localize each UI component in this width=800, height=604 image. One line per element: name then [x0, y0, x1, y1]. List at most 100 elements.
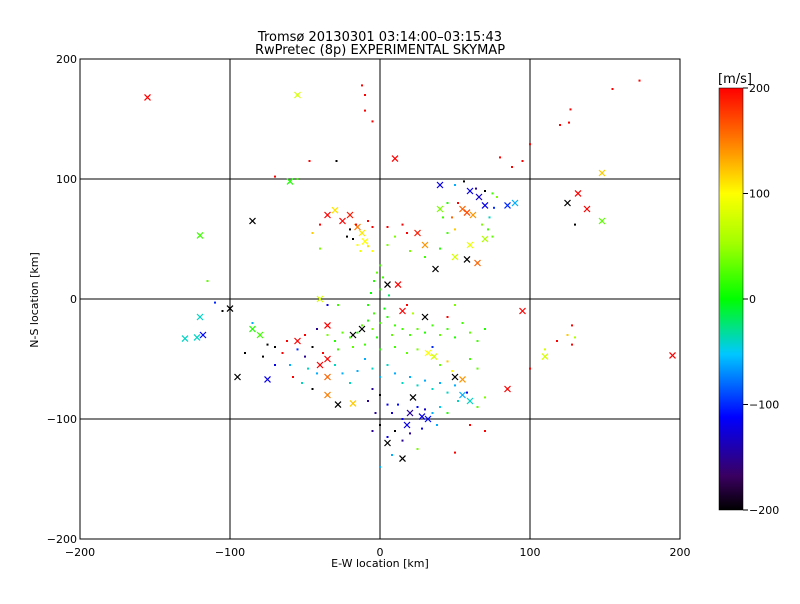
data-point-x-marker	[598, 217, 606, 225]
data-point-dot	[367, 400, 369, 402]
data-point-dot	[371, 120, 374, 123]
data-point-x-marker	[394, 281, 402, 289]
data-point-dot	[376, 336, 378, 339]
data-point-x-marker	[324, 373, 331, 381]
data-point-x-marker	[424, 349, 432, 357]
data-point-x-marker	[481, 201, 489, 209]
data-point-x-marker	[399, 455, 406, 463]
x-tick-label: 0	[377, 546, 384, 559]
data-point-dot	[454, 184, 456, 186]
data-point-dot	[442, 216, 444, 219]
data-point-x-marker	[406, 409, 414, 417]
data-point-dot	[568, 121, 570, 124]
data-point-dot	[401, 223, 404, 226]
data-point-dot	[274, 364, 276, 366]
data-point-dot	[391, 454, 393, 456]
data-point-dot	[304, 334, 306, 336]
data-point-dot	[376, 271, 378, 274]
data-point-dot	[394, 324, 396, 327]
data-point-dot	[349, 336, 351, 339]
colorbar-unit-label: [m/s]	[718, 72, 752, 87]
data-point-dot	[266, 343, 269, 346]
data-point-dot	[436, 424, 438, 426]
data-point-x-marker	[294, 337, 301, 345]
data-point-dot	[406, 352, 408, 354]
data-point-dot	[371, 250, 374, 252]
data-point-dot	[289, 364, 291, 366]
colorbar-tick-label: 200	[749, 82, 770, 95]
data-point-dot	[439, 247, 441, 250]
data-point-dot	[488, 216, 491, 219]
data-point-dot	[367, 319, 369, 322]
data-point-dot	[379, 376, 381, 378]
data-point-dot	[373, 280, 375, 282]
data-point-dot	[406, 232, 408, 234]
data-point-dot	[286, 340, 288, 342]
data-point-dot	[244, 352, 246, 354]
data-point-dot	[379, 466, 381, 468]
data-point-dot	[274, 175, 276, 178]
data-point-x-marker	[334, 401, 342, 409]
data-point-dot	[251, 322, 254, 324]
data-point-x-marker	[316, 361, 324, 369]
x-axis-ticks: −200 −100 0 100 200	[65, 59, 691, 559]
data-point-dot	[334, 364, 336, 366]
data-point-x-marker	[264, 375, 271, 383]
data-points	[144, 79, 676, 468]
data-point-x-marker	[249, 325, 256, 333]
data-point-dot	[361, 324, 363, 327]
data-point-dot	[296, 348, 299, 351]
data-point-dot	[341, 331, 344, 334]
data-point-dot	[574, 223, 576, 226]
data-point-dot	[416, 328, 419, 330]
data-point-x-marker	[249, 217, 256, 225]
data-point-x-marker	[475, 193, 483, 201]
data-point-dot	[292, 376, 294, 378]
data-point-dot	[401, 418, 404, 420]
data-point-x-marker	[436, 181, 444, 189]
data-point-dot	[454, 384, 456, 387]
data-point-dot	[394, 235, 396, 238]
data-point-x-marker	[384, 281, 391, 289]
x-tick-label: −100	[215, 546, 245, 559]
data-point-x-marker	[504, 201, 511, 209]
data-point-x-marker	[574, 189, 582, 197]
y-tick-label: 200	[56, 53, 77, 66]
data-point-dot	[386, 226, 389, 228]
data-point-x-marker	[598, 169, 606, 177]
data-point-x-marker	[226, 305, 234, 313]
data-point-dot	[409, 334, 411, 336]
x-axis-label: E-W location [km]	[331, 557, 429, 570]
data-point-dot	[386, 403, 389, 406]
data-point-dot	[311, 346, 314, 348]
data-point-dot	[206, 280, 209, 282]
data-point-dot	[529, 367, 531, 370]
data-point-dot	[373, 312, 375, 315]
data-point-x-marker	[346, 211, 354, 219]
data-point-dot	[391, 412, 393, 414]
data-point-dot	[611, 88, 614, 90]
data-point-dot	[394, 372, 396, 375]
colorbar-ticks: 200 100 0 −100 −200	[743, 82, 779, 517]
colorbar: [m/s] 200 100 0 −100 −200	[718, 72, 779, 517]
data-point-dot	[409, 432, 411, 435]
data-point-dot	[454, 304, 456, 306]
data-point-dot	[341, 372, 344, 375]
data-point-x-marker	[421, 313, 429, 321]
colorbar-tick-label: −200	[749, 504, 779, 517]
data-point-dot	[416, 384, 419, 387]
data-point-dot	[364, 343, 366, 346]
data-point-dot	[337, 304, 339, 306]
data-point-dot	[386, 316, 389, 318]
data-point-dot	[322, 352, 324, 354]
data-point-dot	[446, 412, 449, 414]
data-point-dot	[406, 304, 408, 306]
data-point-dot	[439, 406, 441, 408]
data-point-dot	[379, 348, 381, 351]
data-point-dot	[476, 367, 479, 370]
data-point-dot	[356, 331, 359, 334]
data-point-dot	[371, 226, 374, 228]
data-point-dot	[439, 364, 441, 366]
data-point-dot	[466, 391, 468, 394]
data-point-x-marker	[199, 331, 207, 339]
